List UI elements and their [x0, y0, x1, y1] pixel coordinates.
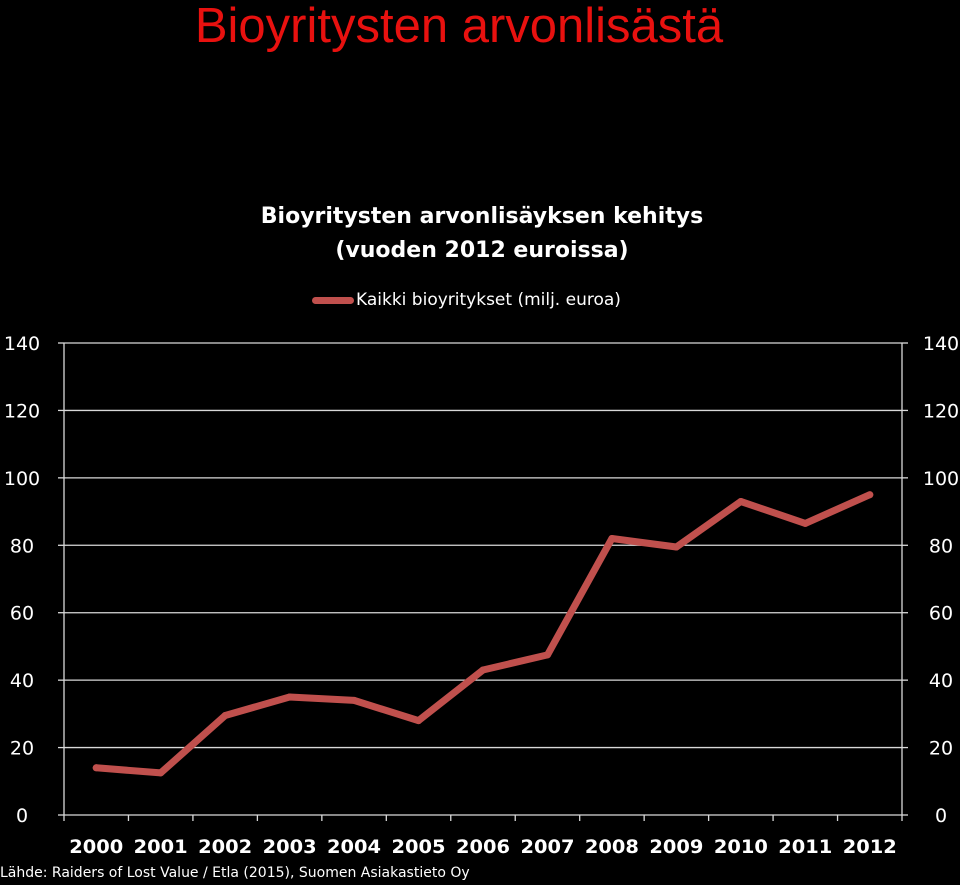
data-point	[157, 769, 165, 777]
axes	[58, 342, 908, 821]
tick-labels: 0 0 20 20 40 40 60 60 80 80 100 100 120 120 140 140 2000…	[4, 333, 959, 858]
x-tick-label: 2004	[327, 836, 381, 858]
y-tick-label: 20	[10, 738, 34, 760]
y-tick-label: 0	[16, 805, 28, 827]
x-tick-label: 2009	[649, 836, 703, 858]
chart-legend: Kaikki bioyritykset (milj. euroa)	[312, 286, 621, 314]
y2-tick-label: 40	[929, 670, 953, 692]
x-tick-label: 2005	[392, 836, 446, 858]
x-tick-label: 2008	[585, 836, 639, 858]
data-point	[737, 497, 745, 505]
data-point	[221, 712, 229, 720]
x-tick-label: 2000	[69, 836, 123, 858]
x-tick-label: 2010	[714, 836, 768, 858]
slide-title: Bioyritysten arvonlisästä	[194, 0, 724, 53]
y2-tick-label: 120	[923, 400, 959, 422]
series-line	[92, 491, 874, 777]
data-point	[608, 535, 616, 543]
data-point	[543, 651, 551, 659]
y-tick-label: 100	[4, 468, 40, 490]
y-tick-label: 60	[10, 603, 34, 625]
y2-tick-label: 60	[929, 603, 953, 625]
data-point	[801, 519, 809, 527]
y2-tick-label: 100	[923, 468, 959, 490]
chart-title-line-2: (vuoden 2012 euroissa)	[335, 238, 629, 263]
chart-title-line-1: Bioyritysten arvonlisäyksen kehitys	[260, 204, 704, 229]
data-point	[672, 543, 680, 551]
y-tick-label: 80	[10, 535, 34, 557]
data-point	[866, 491, 874, 499]
x-tick-label: 2001	[134, 836, 188, 858]
source-note: Lähde: Raiders of Lost Value / Etla (201…	[0, 865, 470, 881]
data-point	[479, 666, 487, 674]
data-point	[92, 764, 100, 772]
y-tick-label: 40	[10, 670, 34, 692]
x-tick-label: 2011	[778, 836, 832, 858]
data-point	[415, 717, 423, 725]
x-tick-label: 2002	[198, 836, 252, 858]
y-tick-label: 140	[4, 333, 40, 355]
data-point	[350, 696, 358, 704]
x-tick-label: 2003	[263, 836, 317, 858]
y-tick-label: 120	[4, 400, 40, 422]
legend-label: Kaikki bioyritykset (milj. euroa)	[356, 290, 621, 310]
y2-tick-label: 80	[929, 535, 953, 557]
x-tick-label: 2007	[520, 836, 574, 858]
y2-tick-label: 20	[929, 738, 953, 760]
y2-tick-label: 140	[923, 333, 959, 355]
y2-tick-label: 0	[935, 805, 947, 827]
chart-title: Bioyritysten arvonlisäyksen kehitys (vuo…	[232, 200, 732, 268]
legend-swatch	[312, 296, 354, 304]
gridlines	[64, 342, 902, 749]
x-tick-label: 2006	[456, 836, 510, 858]
x-tick-label: 2012	[843, 836, 897, 858]
series-layer	[92, 491, 874, 777]
data-point	[286, 693, 294, 701]
